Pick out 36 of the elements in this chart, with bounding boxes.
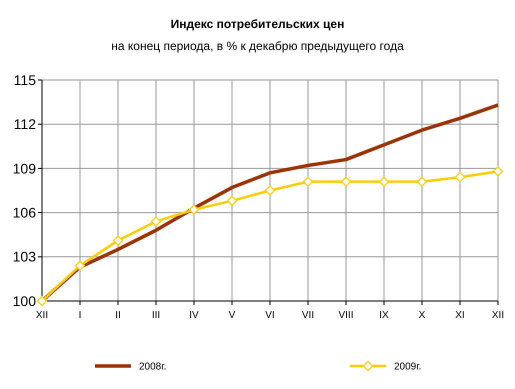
x-tick-label: X	[418, 310, 426, 321]
point	[112, 235, 124, 246]
x-tick-label: XII	[492, 310, 504, 321]
x-tick-label: VIII	[338, 310, 354, 321]
point	[150, 216, 162, 227]
x-tick-label: IX	[379, 310, 390, 321]
x-tick-label: II	[115, 310, 121, 321]
x-tick-label: III	[152, 310, 160, 321]
chart-subtitle: на конец периода, в % к декабрю предыдущего года	[111, 39, 404, 53]
x-tick-label: XII	[36, 310, 48, 321]
y-tick-label: 115	[14, 72, 36, 88]
x-tick-label: V	[228, 310, 236, 321]
point	[36, 296, 48, 306]
point	[454, 172, 466, 182]
point	[302, 176, 314, 187]
legend-label: 2009г.	[394, 362, 422, 372]
point	[226, 196, 238, 206]
legend-label: 2008г.	[139, 362, 166, 372]
x-tick-label: XI	[455, 310, 465, 321]
point	[416, 176, 428, 187]
chart-title: Индекс потребительских цен	[170, 17, 344, 31]
y-tick-label: 103	[12, 248, 36, 265]
point	[188, 204, 200, 215]
x-tick-label: I	[78, 310, 82, 321]
point	[264, 185, 276, 196]
point	[74, 260, 86, 271]
point	[492, 166, 504, 176]
x-tick-label: IV	[189, 310, 200, 321]
y-tick-label: 106	[12, 204, 36, 220]
y-tick-label: 100	[12, 292, 36, 309]
y-tick-label: 112	[14, 116, 36, 132]
point	[340, 176, 352, 187]
point	[378, 176, 390, 187]
x-tick-label: VI	[265, 310, 275, 321]
y-tick-label: 109	[12, 160, 36, 176]
x-tick-label: VII	[302, 310, 314, 321]
